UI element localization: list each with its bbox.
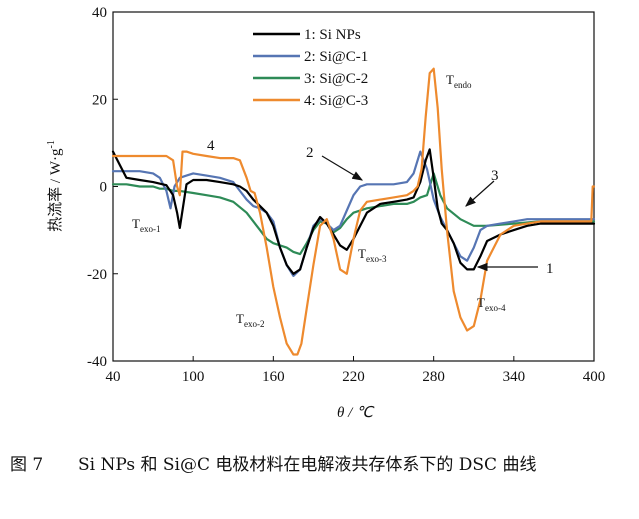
annotation-t-endo: Tendo [446, 72, 472, 90]
annotation-t-exo-1: Texo-1 [132, 216, 160, 234]
figure-caption-text: Si NPs 和 Si@C 电极材料在电解液共存体系下的 DSC 曲线 [78, 455, 537, 475]
annotation-t-exo-3-main: T [358, 246, 366, 261]
curve-label-2-arrow [321, 155, 364, 181]
y-tick-label: 40 [92, 5, 107, 21]
curve-label-2: 2 [306, 145, 314, 161]
y-axis-title-unit-exponent: -1 [46, 140, 57, 148]
y-tick-label: 20 [92, 92, 107, 108]
curve-label-3-arrow [465, 180, 495, 207]
y-tick-label: 0 [100, 180, 108, 196]
x-tick-label: 100 [182, 369, 205, 385]
chart-series-group [111, 67, 596, 356]
annotation-t-exo-2-main: T [236, 311, 244, 326]
x-axis-title: θ / ℃ [337, 405, 375, 421]
x-tick-label: 340 [503, 369, 526, 385]
annotation-t-exo-4-sub: exo-4 [485, 303, 506, 313]
annotation-t-exo-4: Texo-4 [477, 295, 506, 313]
y-tick-label: -20 [87, 267, 107, 283]
annotation-t-endo-sub: endo [454, 80, 472, 90]
y-axis-title: 热流率 / W·g-1 [46, 140, 64, 232]
y-axis-title-main: 热流率 / W·g [47, 148, 64, 232]
x-tick-label: 280 [422, 369, 445, 385]
legend: 1: Si NPs 2: Si@C-1 3: Si@C-2 4: Si@C-3 [253, 27, 368, 109]
curve-label-3: 3 [491, 168, 499, 184]
annotation-t-exo-3-sub: exo-3 [366, 254, 387, 264]
annotation-t-exo-1-main: T [132, 216, 140, 231]
x-tick-label: 220 [342, 369, 365, 385]
legend-label-series-4: 4: Si@C-3 [304, 93, 368, 109]
curve-label-1: 1 [546, 261, 554, 277]
axis-ticks: 40 100 160 220 280 340 400 -40 -20 0 20 40 [87, 5, 605, 385]
annotation-t-exo-3: Texo-3 [358, 246, 387, 264]
annotation-t-endo-main: T [446, 72, 454, 87]
annotation-t-exo-2: Texo-2 [236, 311, 264, 329]
x-tick-label: 40 [106, 369, 121, 385]
annotation-t-exo-1-sub: exo-1 [140, 224, 161, 234]
dsc-chart: 40 100 160 220 280 340 400 -40 -20 0 20 40 1: Si NP… [46, 5, 605, 421]
series-line-4 [111, 67, 596, 356]
annotation-t-exo-2-sub: exo-2 [244, 319, 265, 329]
legend-label-series-1: 1: Si NPs [304, 27, 361, 43]
figure-caption: 图 7 Si NPs 和 Si@C 电极材料在电解液共存体系下的 DSC 曲线 [10, 449, 635, 482]
x-tick-label: 160 [262, 369, 285, 385]
figure-label: 图 7 [10, 455, 44, 475]
annotation-t-exo-4-main: T [477, 295, 485, 310]
y-tick-label: -40 [87, 354, 107, 370]
curve-label-4: 4 [207, 138, 215, 154]
legend-label-series-3: 3: Si@C-2 [304, 71, 368, 87]
x-tick-label: 400 [583, 369, 606, 385]
legend-label-series-2: 2: Si@C-1 [304, 49, 368, 65]
